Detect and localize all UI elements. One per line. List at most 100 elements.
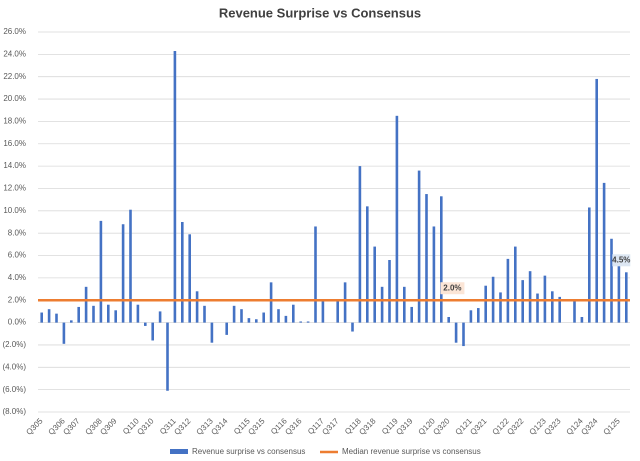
- bar: [469, 310, 473, 323]
- bar: [595, 78, 598, 323]
- bar: [55, 313, 58, 323]
- bar: [299, 321, 302, 323]
- bar: [284, 315, 288, 323]
- bar: [425, 194, 428, 323]
- bar: [506, 258, 510, 323]
- bar: [225, 322, 228, 335]
- bar: [358, 166, 362, 323]
- bar: [403, 286, 406, 323]
- bar: [77, 306, 80, 323]
- bar: [454, 322, 458, 343]
- y-tick-label: (2.0%): [2, 340, 26, 349]
- bar: [92, 305, 95, 323]
- legend-label: Median revenue surprise vs consensus: [342, 447, 481, 456]
- bar: [47, 309, 51, 323]
- bar: [417, 170, 421, 323]
- legend-swatch: [170, 449, 188, 454]
- bar: [99, 220, 103, 323]
- bar: [195, 291, 199, 323]
- y-tick-label: 6.0%: [8, 251, 26, 260]
- bar: [166, 322, 169, 391]
- bar: [380, 286, 384, 323]
- y-tick-label: 10.0%: [3, 206, 26, 215]
- bar: [395, 115, 399, 323]
- bar: [40, 312, 43, 323]
- bar: [462, 322, 465, 347]
- bar: [410, 306, 413, 323]
- y-tick-label: 20.0%: [3, 94, 26, 103]
- bar: [514, 246, 517, 323]
- chart-title: Revenue Surprise vs Consensus: [219, 5, 421, 20]
- median-label: 2.0%: [443, 283, 461, 292]
- y-tick-label: 4.0%: [8, 273, 26, 282]
- bar: [129, 209, 132, 323]
- bar: [440, 196, 443, 323]
- bar: [528, 271, 532, 323]
- legend-label: Revenue surprise vs consensus: [192, 447, 305, 456]
- bar: [558, 296, 561, 323]
- bar: [314, 226, 317, 323]
- bar: [580, 317, 584, 323]
- bar: [262, 312, 265, 323]
- bar: [181, 222, 184, 323]
- bar: [151, 322, 154, 341]
- bar: [343, 282, 347, 323]
- bar: [203, 305, 206, 323]
- bar: [247, 318, 251, 323]
- y-tick-label: 8.0%: [8, 228, 26, 237]
- y-tick-label: 18.0%: [3, 117, 26, 126]
- y-tick-label: 2.0%: [8, 295, 26, 304]
- bar: [121, 224, 125, 323]
- bar: [477, 308, 480, 323]
- y-tick-label: 24.0%: [3, 49, 26, 58]
- bar: [588, 207, 591, 323]
- bar: [136, 304, 140, 323]
- bar: [321, 301, 325, 323]
- bar: [158, 311, 162, 323]
- y-tick-label: 22.0%: [3, 72, 26, 81]
- bar: [336, 300, 339, 323]
- data-label: 4.5%: [612, 255, 630, 264]
- bar: [62, 322, 66, 344]
- bar: [573, 300, 576, 323]
- y-tick-label: (6.0%): [2, 385, 26, 394]
- bar: [70, 320, 73, 323]
- y-tick-label: 0.0%: [8, 318, 26, 327]
- median-label-box: [440, 282, 465, 295]
- y-tick-label: (8.0%): [2, 407, 26, 416]
- bar: [551, 291, 554, 323]
- bar: [602, 182, 606, 323]
- bar: [536, 293, 539, 323]
- bar: [351, 322, 354, 332]
- bar: [447, 317, 450, 323]
- bar: [84, 286, 88, 323]
- bar: [114, 310, 117, 323]
- bar: [388, 260, 391, 323]
- y-tick-label: 12.0%: [3, 184, 26, 193]
- bar: [292, 304, 295, 323]
- bar: [499, 292, 502, 323]
- y-tick-label: 14.0%: [3, 161, 26, 170]
- bar: [107, 304, 110, 323]
- bar: [188, 234, 191, 323]
- bar: [269, 282, 273, 323]
- y-tick-label: 26.0%: [3, 27, 26, 36]
- bar: [240, 309, 243, 323]
- bar: [432, 226, 436, 323]
- y-tick-label: 16.0%: [3, 139, 26, 148]
- bar: [173, 51, 177, 323]
- y-tick-label: (4.0%): [2, 362, 26, 371]
- bar: [306, 321, 310, 323]
- bar: [144, 322, 147, 326]
- data-label-box: [612, 254, 631, 267]
- bar: [232, 305, 236, 323]
- bar: [484, 285, 487, 323]
- bar: [625, 272, 628, 323]
- bar: [277, 309, 280, 323]
- bar: [366, 206, 369, 323]
- bar: [373, 246, 376, 323]
- bar: [617, 255, 621, 323]
- bar: [610, 238, 613, 323]
